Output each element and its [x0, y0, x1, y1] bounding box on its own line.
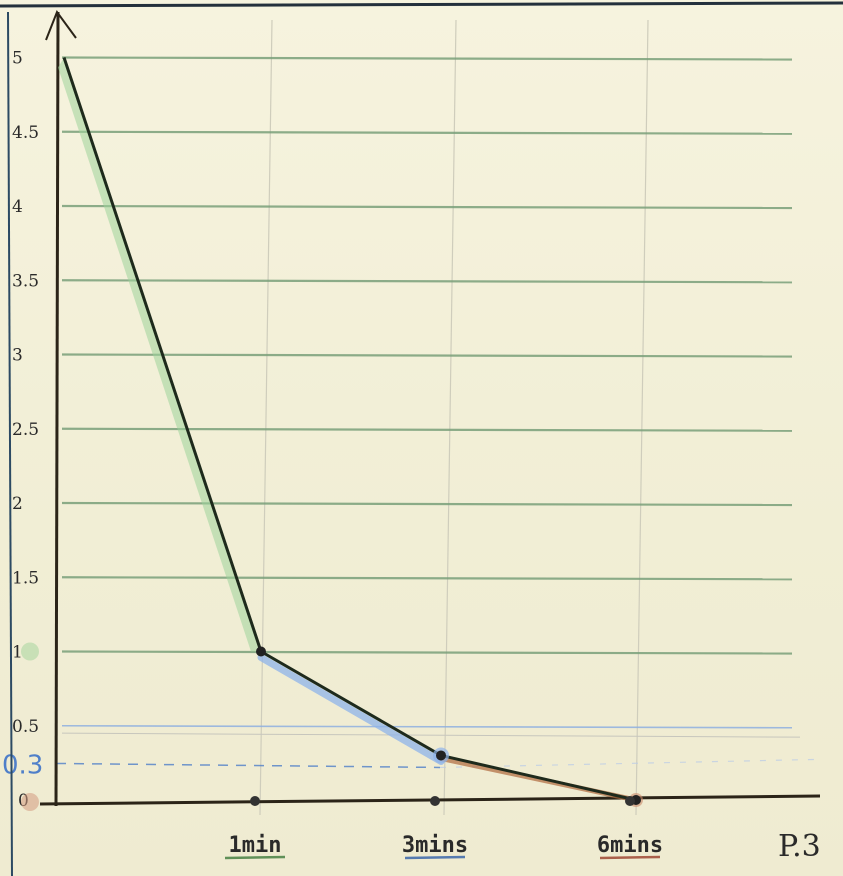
- x-axis: [39, 794, 821, 806]
- horizontal-gridline: [61, 576, 793, 581]
- vertical-gridline: [443, 19, 457, 816]
- page-top-edge: [0, 1, 843, 8]
- y-axis-arrow: [45, 9, 77, 41]
- horizontal-gridline: [61, 130, 793, 135]
- x-tick-marker: [430, 796, 440, 806]
- annotation-label: 0.3: [2, 750, 43, 780]
- vertical-gridline: [635, 19, 649, 816]
- horizontal-gridline: [61, 204, 793, 210]
- y-tick-label: 2: [12, 494, 23, 514]
- faint-gridline: [61, 732, 801, 738]
- one-highlight: [21, 642, 39, 661]
- data-point: [256, 646, 266, 657]
- x-tick-label: 3mins: [402, 833, 468, 858]
- segment-2-highlight: [257, 654, 445, 765]
- horizontal-gridline: [61, 427, 793, 432]
- zero-highlight: [21, 793, 39, 811]
- annotation-dashed-line: [439, 758, 816, 769]
- horizontal-gridline: [61, 724, 793, 729]
- horizontal-gridline: [61, 56, 793, 61]
- horizontal-gridline: [61, 279, 793, 284]
- y-tick-label: 4: [12, 197, 23, 217]
- data-point: [436, 750, 446, 761]
- x-tick-marker: [250, 796, 260, 806]
- y-tick-label: 2.5: [12, 420, 39, 440]
- x-label-underline: [224, 855, 286, 860]
- series-line: [62, 57, 637, 802]
- x-tick-label: 1min: [229, 833, 282, 858]
- x-tick-marker: [625, 796, 635, 806]
- y-tick-label: 5: [12, 49, 23, 69]
- annotation-dashed-line: [55, 762, 441, 769]
- x-label-underline: [599, 855, 661, 860]
- y-tick-label: 1.5: [12, 568, 39, 588]
- y-tick-label: 3: [12, 346, 23, 366]
- y-tick-label: 3.5: [12, 271, 39, 291]
- y-tick-label: 1: [12, 643, 23, 663]
- x-tick-label: 6mins: [597, 833, 663, 858]
- vertical-gridline: [259, 19, 273, 816]
- x-label-underline: [404, 855, 466, 860]
- page-mark: P.3: [778, 829, 821, 864]
- y-tick-label: 4.5: [12, 123, 39, 143]
- margin-line: [7, 11, 13, 876]
- horizontal-gridline: [61, 501, 793, 507]
- y-tick-label: 0.5: [12, 717, 39, 737]
- y-axis: [54, 11, 60, 807]
- horizontal-gridline: [61, 650, 793, 655]
- horizontal-gridline: [61, 353, 793, 358]
